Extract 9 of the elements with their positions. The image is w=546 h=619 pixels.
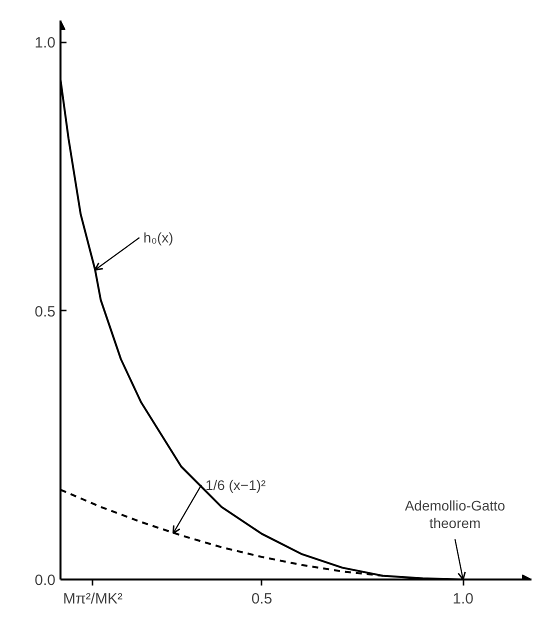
x-tick-label: 0.5 bbox=[251, 590, 272, 608]
x-tick-label: Mπ²/MK² bbox=[62, 590, 122, 608]
annotation: 1/6 (x−1)² bbox=[205, 476, 266, 493]
annotation: h₀(x) bbox=[143, 230, 174, 246]
y-tick-label: 1.0 bbox=[34, 34, 56, 52]
y-tick-label: 0.5 bbox=[34, 303, 56, 320]
annotation: Ademollio-Gatto theorem bbox=[404, 498, 506, 532]
y-tick-label: 0.0 bbox=[34, 572, 56, 589]
x-tick-label: 1.0 bbox=[452, 590, 474, 608]
